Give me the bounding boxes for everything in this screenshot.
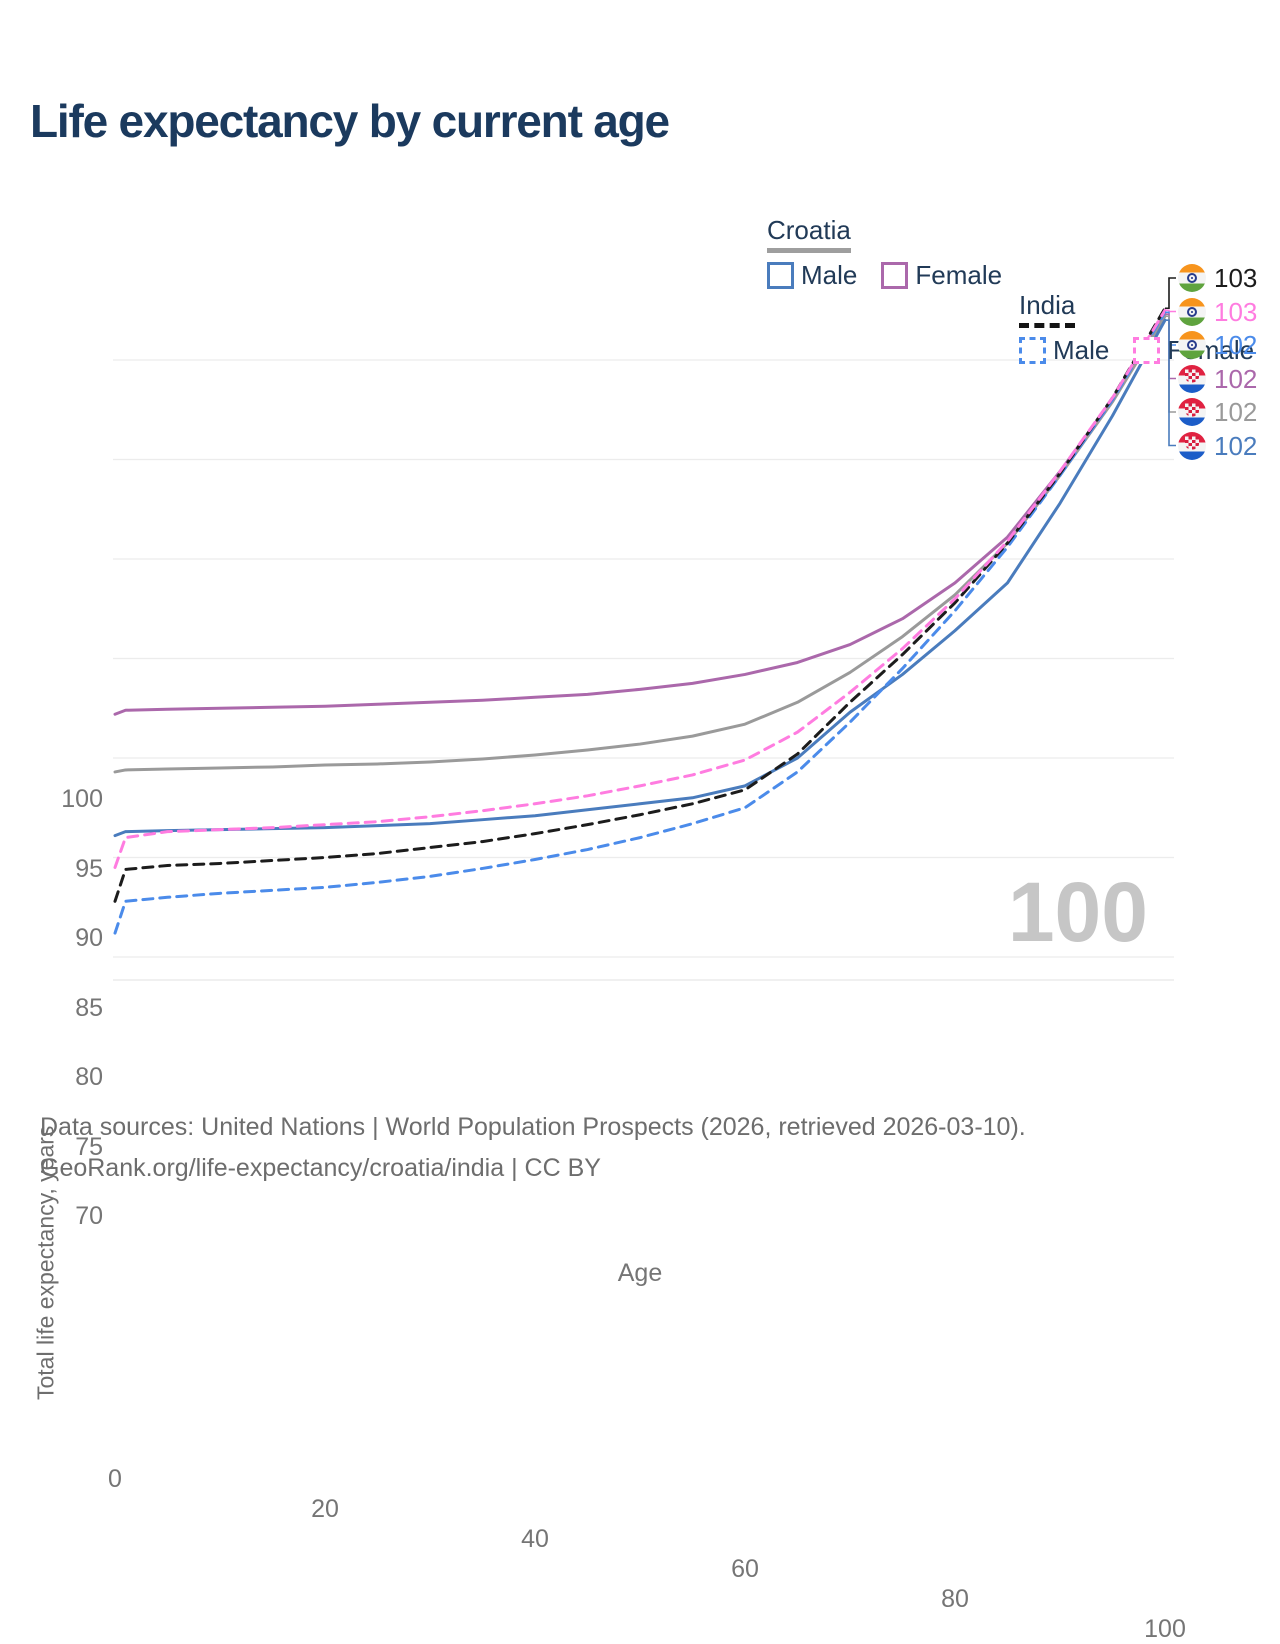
end-label-croatia_total: 102 xyxy=(1178,395,1257,429)
y-tick-label: 95 xyxy=(75,854,103,883)
end-value: 102 xyxy=(1214,330,1258,360)
x-tick-label: 0 xyxy=(108,1465,122,1493)
end-label-india_male: 102 xyxy=(1178,328,1257,362)
legend-item-india-male[interactable]: Male xyxy=(1019,335,1109,365)
flag-india-icon xyxy=(1178,331,1206,359)
end-value: 102 xyxy=(1214,397,1258,427)
legend-label: Male xyxy=(801,260,858,290)
y-tick-label: 100 xyxy=(61,785,103,813)
y-tick-label: 75 xyxy=(75,1132,103,1161)
series-line-india_total[interactable] xyxy=(113,306,1167,903)
series-line-croatia_female[interactable] xyxy=(113,312,1167,716)
checkerboard-crest-icon xyxy=(1185,403,1199,417)
legend-label: Female xyxy=(915,260,1003,290)
series-line-india_male[interactable] xyxy=(113,310,1167,935)
flag-croatia-icon xyxy=(1178,364,1206,393)
x-axis-title: Age xyxy=(617,1259,663,1287)
flag-croatia-icon xyxy=(1178,398,1206,426)
x-tick-label: 60 xyxy=(731,1555,759,1583)
chakra-icon xyxy=(1187,306,1197,317)
end-value: 102 xyxy=(1214,363,1258,394)
india-male-swatch-icon xyxy=(1019,336,1046,364)
india-female-swatch-icon xyxy=(1133,336,1161,364)
y-tick-label: 80 xyxy=(75,1063,103,1091)
checkerboard-crest-icon xyxy=(1185,436,1199,450)
watermark-age-100: 100 xyxy=(1007,865,1148,959)
legend-croatia-header: Croatia xyxy=(767,215,851,253)
end-label-croatia_female: 102 xyxy=(1178,362,1257,396)
flag-croatia-icon xyxy=(1178,431,1206,460)
end-label-connector xyxy=(1165,309,1176,313)
end-label-croatia_male: 102 xyxy=(1178,429,1257,463)
end-value: 102 xyxy=(1214,430,1258,461)
end-label-connector xyxy=(1165,277,1176,310)
end-value: 103 xyxy=(1214,296,1258,327)
legend-item-croatia-female[interactable]: Female xyxy=(881,260,1002,290)
croatia-male-swatch-icon xyxy=(767,261,794,289)
end-label-connector xyxy=(1165,319,1176,447)
line-chart[interactable] xyxy=(0,0,1280,1280)
croatia-female-swatch-icon xyxy=(881,261,909,289)
x-tick-label: 40 xyxy=(521,1525,549,1553)
checkerboard-crest-icon xyxy=(1185,369,1199,383)
end-label-india_total: 103 xyxy=(1178,261,1257,295)
legend-india-header: India xyxy=(1019,290,1076,328)
page-title: Life expectancy by current age xyxy=(30,95,670,147)
y-tick-label: 70 xyxy=(75,1202,103,1230)
legend-group-croatia: Croatia Male Female xyxy=(767,215,1280,290)
y-tick-label: 85 xyxy=(75,993,103,1022)
footer-line-2: GeoRank.org/life-expectancy/croatia/indi… xyxy=(40,1154,601,1182)
x-tick-label: 100 xyxy=(1144,1615,1186,1643)
chakra-icon xyxy=(1187,273,1197,283)
footer-line-1: Data sources: United Nations | World Pop… xyxy=(40,1113,1026,1141)
flag-india-icon xyxy=(1178,264,1206,292)
legend-label: Male xyxy=(1053,335,1110,365)
x-tick-label: 20 xyxy=(311,1495,339,1523)
y-tick-label: 90 xyxy=(75,924,103,952)
chakra-icon xyxy=(1187,340,1197,350)
data-source-footer: Data sources: United Nations | World Pop… xyxy=(40,1107,1026,1189)
x-tick-label: 80 xyxy=(941,1585,969,1613)
end-value: 103 xyxy=(1214,263,1258,293)
series-line-india_female[interactable] xyxy=(113,308,1167,869)
flag-india-icon xyxy=(1178,297,1206,326)
legend-item-croatia-male[interactable]: Male xyxy=(767,260,857,290)
y-axis-ticks: 70 75 80 85 90 95 100 xyxy=(0,260,1280,1230)
end-label-india_female: 103 xyxy=(1178,295,1257,329)
